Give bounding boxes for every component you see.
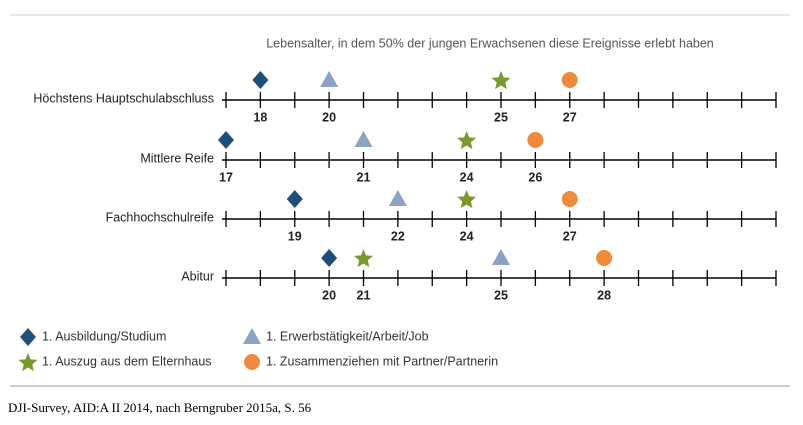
value-label: 22 [391,229,405,243]
value-label: 25 [494,110,508,124]
legend-label: 1. Auszug aus dem Elternhaus [42,354,212,368]
star-marker [491,71,511,90]
diamond-marker [286,190,303,208]
triangle-marker [388,190,407,206]
value-label: 21 [357,288,371,302]
value-label: 24 [460,170,474,184]
star-marker [354,249,373,268]
circle-marker [596,250,613,266]
triangle-marker [492,249,510,265]
row-label: Fachhochschulreife [106,210,214,224]
value-label: 17 [219,170,233,184]
row-label: Höchstens Hauptschulabschluss [33,91,214,105]
row-label: Abitur [181,269,214,283]
triangle-marker [243,328,261,344]
circle-marker [244,354,260,370]
diamond-marker [218,131,234,149]
value-label: 20 [322,110,336,124]
star-marker [457,131,477,150]
star-marker [457,190,477,209]
diamond-marker [252,71,269,89]
value-label: 25 [494,288,508,302]
triangle-marker [354,131,373,147]
value-label: 20 [322,288,336,302]
circle-marker [527,132,544,148]
value-label: 19 [288,229,302,243]
value-label: 28 [597,288,611,302]
diamond-marker [321,249,338,267]
value-label: 18 [253,110,267,124]
subtitle: Lebensalter, in dem 50% der jungen Erwac… [266,36,714,50]
value-label: 27 [563,229,577,243]
value-label: 24 [460,229,474,243]
value-label: 26 [528,170,542,184]
value-label: 21 [357,170,371,184]
diamond-marker [20,328,36,346]
legend-label: 1. Zusammenziehen mit Partner/Partnerin [266,354,498,368]
star-marker [18,353,38,372]
source: DJI-Survey, AID:A II 2014, nach Berngrub… [8,400,312,415]
triangle-marker [320,71,339,87]
row-label: Mittlere Reife [140,151,214,165]
legend-label: 1. Ausbildung/Studium [42,329,166,343]
circle-marker [561,191,578,207]
value-label: 27 [563,110,577,124]
circle-marker [561,72,578,88]
legend-label: 1. Erwerbstätigkeit/Arbeit/Job [266,329,429,343]
